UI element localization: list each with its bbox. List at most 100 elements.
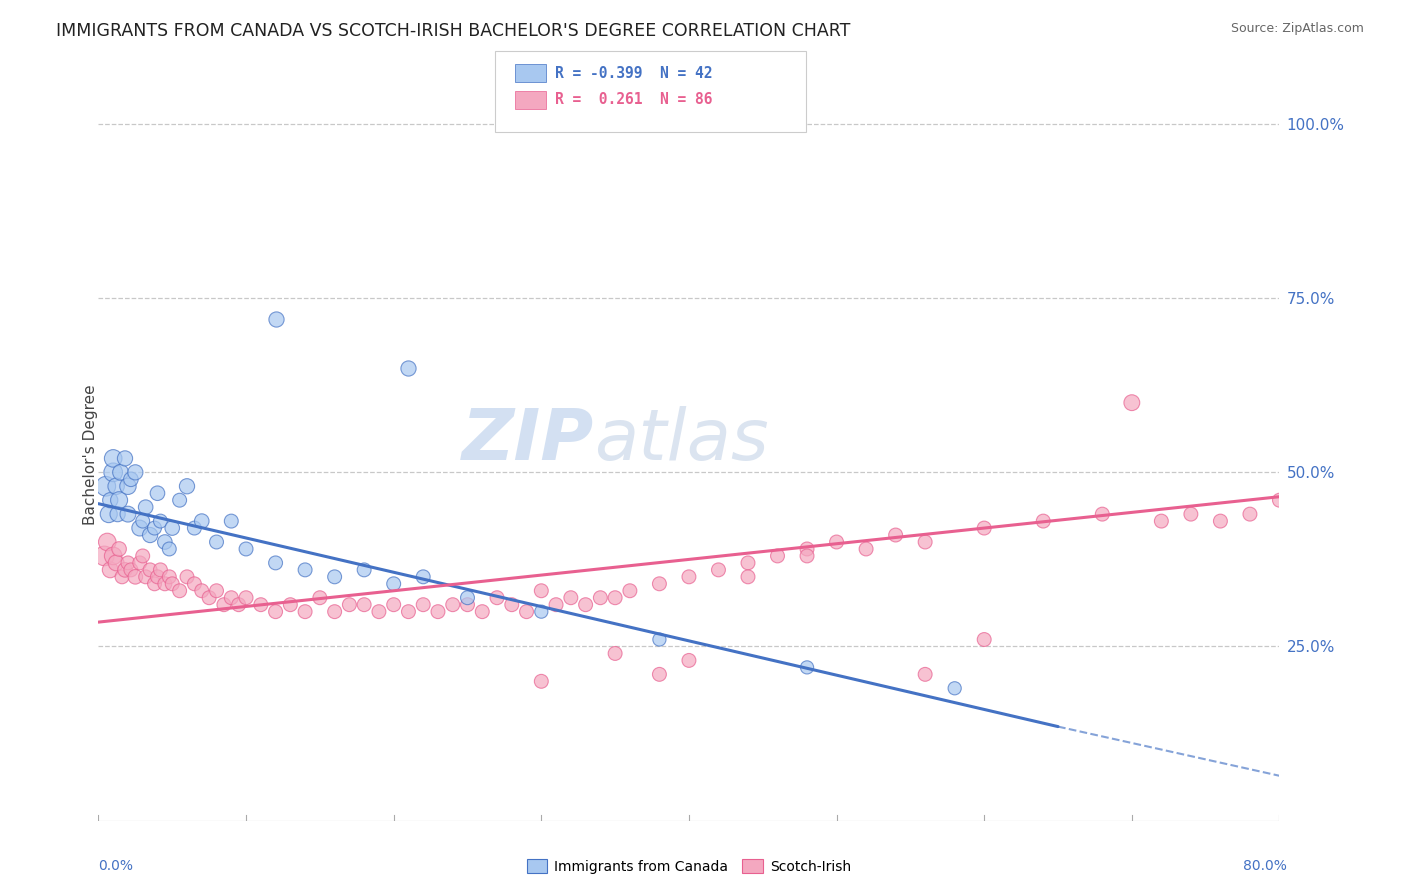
Point (205, 583, 228, 598)
Point (441, 598, 464, 612)
Point (278, 598, 302, 612)
Point (353, 598, 375, 612)
Point (796, 660, 818, 674)
Point (264, 312, 287, 326)
Point (162, 576, 183, 591)
Legend: Immigrants from Canada, Scotch-Irish: Immigrants from Canada, Scotch-Irish (522, 854, 856, 880)
Point (382, 576, 405, 591)
Point (169, 583, 191, 598)
Point (250, 598, 273, 612)
Point (855, 541, 877, 556)
Point (153, 576, 176, 591)
Point (605, 591, 627, 605)
Point (825, 535, 848, 549)
Point (412, 598, 434, 612)
Point (235, 591, 257, 605)
Point (103, 549, 125, 563)
Point (309, 591, 332, 605)
Point (1091, 507, 1114, 521)
Point (914, 667, 936, 681)
Point (108, 493, 131, 508)
Point (1180, 507, 1202, 521)
Point (139, 528, 162, 542)
Point (1121, 395, 1143, 409)
Point (1268, 493, 1291, 508)
Point (219, 591, 242, 605)
Point (323, 605, 346, 619)
Point (546, 598, 568, 612)
Point (120, 472, 142, 486)
Point (139, 563, 162, 577)
Point (605, 647, 627, 661)
Point (124, 570, 146, 584)
Point (132, 514, 155, 528)
Point (143, 576, 166, 591)
Point (515, 605, 537, 619)
Point (103, 451, 125, 466)
Point (1327, 500, 1350, 515)
Point (456, 591, 478, 605)
Point (796, 549, 818, 563)
Point (973, 521, 995, 535)
Point (105, 556, 128, 570)
Point (264, 556, 287, 570)
Point (796, 541, 818, 556)
Point (648, 576, 671, 591)
Point (169, 493, 191, 508)
Point (114, 563, 136, 577)
Point (205, 535, 228, 549)
Point (648, 667, 671, 681)
Point (530, 674, 553, 689)
Point (294, 563, 316, 577)
Point (1032, 514, 1054, 528)
Point (264, 605, 287, 619)
Point (183, 521, 205, 535)
Point (98, 493, 121, 508)
Point (98, 563, 121, 577)
Point (486, 591, 509, 605)
Point (143, 521, 166, 535)
Point (110, 466, 132, 480)
Point (412, 570, 434, 584)
Point (120, 563, 142, 577)
Point (1239, 507, 1261, 521)
Point (648, 632, 671, 647)
Point (149, 563, 172, 577)
Text: atlas: atlas (595, 406, 769, 475)
Point (456, 598, 478, 612)
Point (427, 605, 450, 619)
Point (128, 556, 150, 570)
Point (93, 549, 115, 563)
Point (191, 514, 214, 528)
Text: R =  0.261  N = 86: R = 0.261 N = 86 (555, 93, 713, 107)
Text: R = -0.399  N = 42: R = -0.399 N = 42 (555, 66, 713, 80)
Point (128, 521, 150, 535)
Point (191, 583, 214, 598)
Point (117, 507, 139, 521)
Point (153, 535, 176, 549)
Point (501, 598, 523, 612)
Point (183, 576, 205, 591)
Point (737, 570, 759, 584)
Point (382, 598, 405, 612)
Point (146, 486, 169, 500)
Point (219, 514, 242, 528)
Point (132, 549, 155, 563)
Point (107, 507, 129, 521)
Text: ZIP: ZIP (463, 406, 595, 475)
Point (560, 591, 582, 605)
Point (97, 507, 120, 521)
Point (396, 605, 419, 619)
Point (228, 598, 250, 612)
Point (117, 556, 139, 570)
Point (353, 563, 375, 577)
Point (589, 591, 612, 605)
Point (884, 528, 907, 542)
Text: 80.0%: 80.0% (1243, 859, 1286, 872)
Point (114, 451, 136, 466)
Point (943, 681, 966, 696)
Point (117, 479, 139, 493)
Point (368, 605, 391, 619)
Point (149, 514, 172, 528)
Point (1209, 514, 1232, 528)
